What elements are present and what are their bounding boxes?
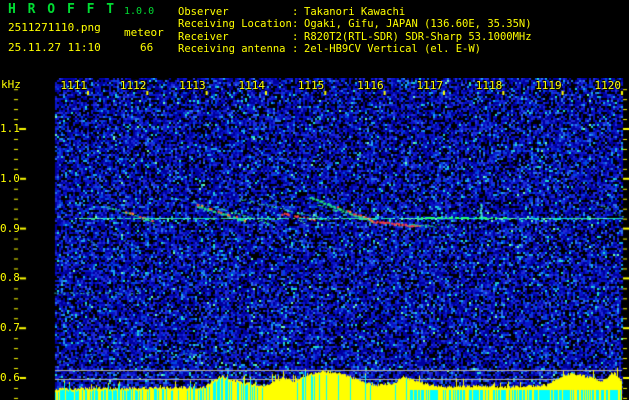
info-separator: : — [292, 30, 299, 43]
echo-count: 66 — [140, 41, 154, 54]
info-value: R820T2(RTL-SDR) SDR-Sharp 53.1000MHz — [304, 30, 532, 43]
app-version: 1.0.0 — [124, 6, 155, 17]
info-label: Observer — [178, 6, 229, 18]
info-value: Ogaki, Gifu, JAPAN (136.60E, 35.35N) — [304, 18, 532, 31]
station-info-row: Receiving Location : Ogaki, Gifu, JAPAN … — [178, 18, 532, 30]
info-label: Receiving antenna — [178, 42, 286, 55]
info-value: Takanori Kawachi — [304, 6, 406, 18]
observation-mode: meteor — [124, 26, 164, 39]
station-info-row: Observer : Takanori Kawachi — [178, 6, 532, 18]
info-value: 2el-HB9CV Vertical (el. E-W) — [304, 42, 482, 55]
observation-datetime: 25.11.27 11:10 — [8, 41, 101, 54]
info-label: Receiver — [178, 30, 229, 43]
info-separator: : — [292, 6, 299, 18]
output-filename: 2511271110.png — [8, 21, 101, 34]
info-label: Receiving Location — [178, 18, 292, 31]
spectrogram-canvas — [0, 78, 629, 400]
info-separator: : — [292, 18, 299, 31]
app-title: H R O F F T — [8, 2, 117, 17]
station-info-row: Receiving antenna : 2el-HB9CV Vertical (… — [178, 43, 532, 55]
info-separator: : — [292, 42, 299, 55]
station-info: Observer : Takanori Kawachi Receiving Lo… — [178, 6, 532, 55]
station-info-row: Receiver : R820T2(RTL-SDR) SDR-Sharp 53.… — [178, 31, 532, 43]
